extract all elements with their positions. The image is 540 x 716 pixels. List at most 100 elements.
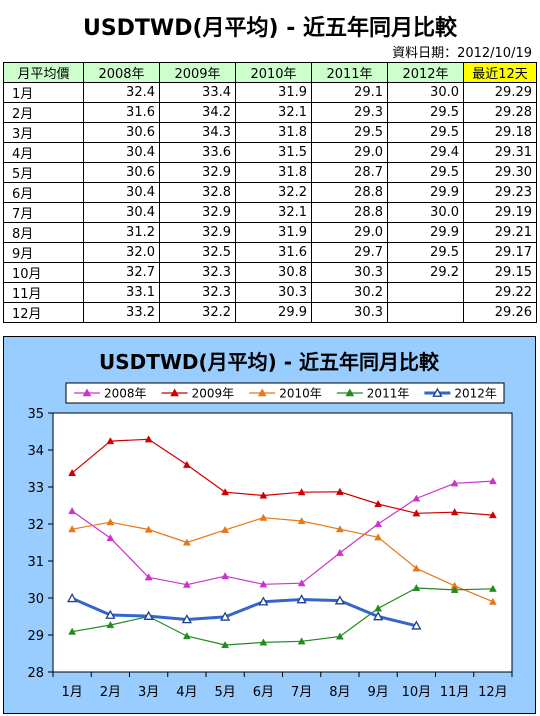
header-month-avg: 月平均價 (3, 62, 84, 83)
table-cell: 29.5 (311, 122, 388, 143)
row-month-label: 12月 (3, 302, 84, 323)
table-cell: 30.3 (311, 262, 388, 283)
table-cell: 34.2 (159, 102, 236, 123)
data-point (374, 533, 383, 541)
table-cell: 30.3 (311, 302, 388, 323)
y-tick-label: 33 (27, 481, 44, 496)
table-cell (387, 282, 464, 303)
table-cell: 30.4 (83, 182, 160, 203)
data-point (68, 627, 77, 635)
header-2010: 2010年 (235, 62, 312, 83)
y-tick-label: 31 (27, 555, 44, 570)
data-point (297, 488, 306, 496)
data-point (106, 518, 115, 526)
table-cell: 29.31 (463, 142, 537, 163)
table-header-row: 月平均價 2008年 2009年 2010年 2011年 2012年 最近12天 (3, 62, 537, 83)
data-point (335, 548, 344, 556)
table-cell: 34.3 (159, 122, 236, 143)
legend-label: 2008年 (104, 387, 147, 401)
table-cell: 29.0 (311, 142, 388, 163)
header-2008: 2008年 (83, 62, 160, 83)
table-cell: 33.6 (159, 142, 236, 163)
table-row: 2月 31.6 34.2 32.1 29.3 29.5 29.28 (3, 102, 537, 123)
table-cell: 29.15 (463, 262, 537, 283)
x-tick-label: 4月 (176, 685, 197, 700)
data-point (334, 595, 345, 605)
row-month-label: 10月 (3, 262, 84, 283)
table-cell: 30.3 (235, 282, 312, 303)
header-2009: 2009年 (159, 62, 236, 83)
x-tick-label: 9月 (367, 685, 388, 700)
table-cell: 30.2 (311, 282, 388, 303)
data-point (220, 611, 231, 621)
table-cell: 32.8 (159, 182, 236, 203)
data-point (258, 596, 269, 606)
line-chart: USDTWD(月平均) - 近五年同月比較 28 29 30 31 32 33 34 35 1月 2… (27, 350, 513, 700)
legend-marker (257, 388, 267, 397)
legend-marker (345, 388, 355, 397)
data-point (221, 640, 230, 649)
data-point (259, 513, 268, 521)
table-cell: 29.1 (311, 82, 388, 103)
data-point (488, 477, 497, 485)
data-point (335, 487, 344, 495)
table-cell: 32.2 (235, 182, 312, 203)
table-cell: 31.6 (83, 102, 160, 123)
table-cell: 30.6 (83, 122, 160, 143)
table-cell: 32.0 (83, 242, 160, 263)
table-cell: 29.9 (235, 302, 312, 323)
data-point (221, 525, 230, 533)
data-point (297, 579, 306, 587)
table-cell: 29.2 (387, 262, 464, 283)
table-cell: 31.6 (235, 242, 312, 263)
table-cell: 32.9 (159, 202, 236, 223)
table-row: 4月 30.4 33.6 31.5 29.0 29.4 29.31 (3, 142, 537, 163)
legend-box (65, 382, 505, 404)
data-point (182, 460, 191, 468)
x-tick-label: 10月 (402, 685, 432, 700)
legend-marker (82, 388, 92, 397)
table-cell: 31.9 (235, 222, 312, 243)
row-month-label: 6月 (3, 182, 84, 203)
data-point (412, 564, 421, 572)
legend-label: 2012年 (454, 387, 497, 401)
data-point (374, 519, 383, 528)
table-cell: 30.0 (387, 82, 464, 103)
table-cell: 31.8 (235, 122, 312, 143)
data-point (412, 494, 421, 502)
row-month-label: 4月 (3, 142, 84, 163)
header-2012: 2012年 (387, 62, 464, 83)
table-cell: 29.5 (387, 122, 464, 143)
data-point (296, 594, 307, 604)
data-point (68, 468, 77, 476)
x-tick-label: 6月 (253, 685, 274, 700)
table-row: 3月 30.6 34.3 31.8 29.5 29.5 29.18 (3, 122, 537, 143)
data-point (143, 610, 154, 620)
table-cell: 33.4 (159, 82, 236, 103)
data-point (182, 538, 191, 546)
table-cell: 32.9 (159, 162, 236, 183)
x-tick-label: 3月 (138, 685, 159, 700)
table-row: 6月 30.4 32.8 32.2 28.8 29.9 29.23 (3, 182, 537, 203)
data-point (374, 500, 383, 508)
table-cell: 29.29 (463, 82, 537, 103)
data-point (68, 525, 77, 533)
table-row: 9月 32.0 32.5 31.6 29.7 29.5 29.17 (3, 242, 537, 263)
table-cell: 31.9 (235, 82, 312, 103)
x-tick-label: 8月 (329, 685, 350, 700)
data-point (144, 435, 153, 443)
table-cell: 29.26 (463, 302, 537, 323)
data-point (488, 584, 497, 592)
table-cell: 28.8 (311, 202, 388, 223)
row-month-label: 2月 (3, 102, 84, 123)
series-line-2012年 (71, 597, 417, 628)
table-cell: 30.4 (83, 142, 160, 163)
data-point (106, 437, 115, 445)
table-cell: 29.5 (387, 102, 464, 123)
table-cell: 29.3 (311, 102, 388, 123)
data-point (488, 511, 497, 519)
table-row: 10月 32.7 32.3 30.8 30.3 29.2 29.15 (3, 262, 537, 283)
series-line-2011年 (71, 587, 493, 646)
header-last-12-days: 最近12天 (463, 62, 537, 83)
data-point (412, 509, 421, 517)
